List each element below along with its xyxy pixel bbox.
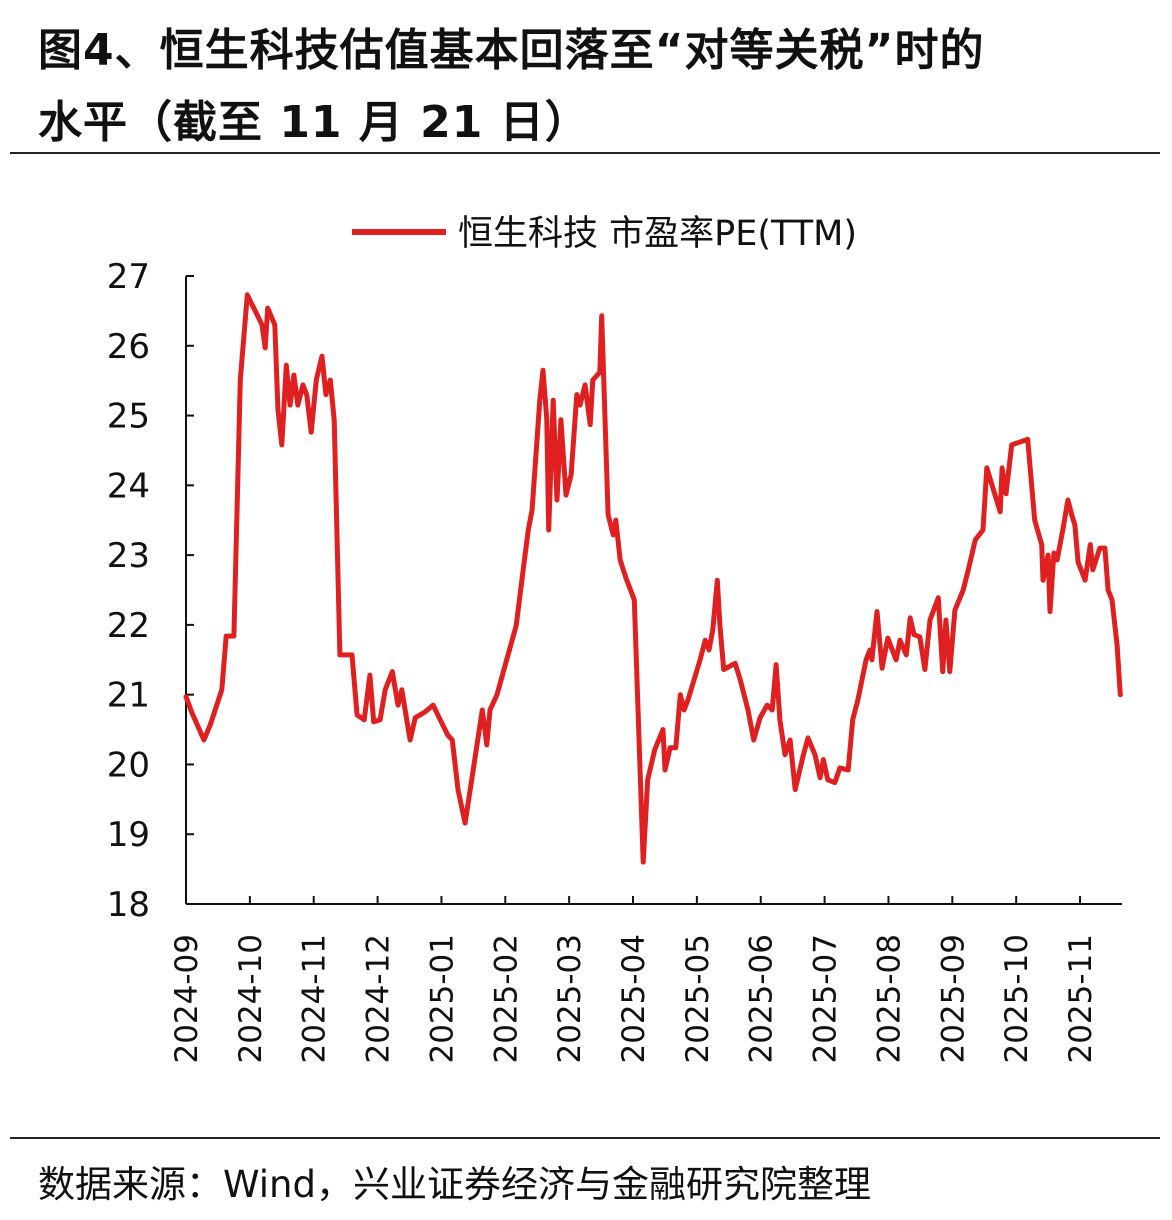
chart-title-line2: 水平（截至 11 月 21 日） <box>38 97 590 148</box>
y-tick-label: 19 <box>107 815 150 855</box>
x-tick-label: 2025-02 <box>488 934 524 1064</box>
y-axis-ticks: 18 19 20 21 22 23 24 25 26 27 <box>107 257 194 925</box>
x-tick-label: 2025-04 <box>616 934 652 1064</box>
x-tick-label: 2025-08 <box>871 934 907 1064</box>
legend-label: 恒生科技 市盈率PE(TTM) <box>458 214 857 254</box>
y-tick-label: 21 <box>107 676 150 716</box>
y-tick-label: 26 <box>107 327 150 367</box>
y-tick-label: 24 <box>107 466 150 506</box>
y-tick-label: 27 <box>107 257 150 297</box>
x-tick-label: 2025-09 <box>935 934 971 1064</box>
chart-title-line1: 图4、恒生科技估值基本回落至“对等关税”时的 <box>38 25 985 76</box>
series-line-pe-ttm <box>183 292 1123 865</box>
x-tick-label: 2024-10 <box>233 934 269 1064</box>
x-tick-label: 2025-01 <box>424 934 460 1064</box>
y-tick-label: 23 <box>107 536 150 576</box>
x-tick-label: 2024-09 <box>169 934 205 1064</box>
x-tick-label: 2025-11 <box>1063 934 1099 1064</box>
x-tick-label: 2025-06 <box>744 934 780 1064</box>
x-tick-label: 2024-12 <box>361 934 397 1064</box>
y-tick-label: 25 <box>107 397 150 437</box>
x-tick-label: 2025-05 <box>680 934 716 1064</box>
top-divider <box>10 152 1160 154</box>
bottom-divider <box>10 1137 1160 1139</box>
x-tick-label: 2025-03 <box>552 934 588 1064</box>
x-axis-ticks: 2024-09 2024-10 2024-11 2024-12 2025-01 2025-… <box>169 896 1099 1064</box>
source-note: 数据来源：Wind，兴业证券经济与金融研究院整理 <box>38 1163 871 1206</box>
x-tick-label: 2024-11 <box>297 934 333 1064</box>
x-tick-label: 2025-07 <box>808 934 844 1064</box>
y-tick-label: 18 <box>107 885 150 925</box>
axes <box>185 276 1122 905</box>
x-tick-label: 2025-10 <box>999 934 1035 1064</box>
y-tick-label: 20 <box>107 745 150 785</box>
legend: 恒生科技 市盈率PE(TTM) <box>352 214 857 254</box>
y-tick-label: 22 <box>107 606 150 646</box>
